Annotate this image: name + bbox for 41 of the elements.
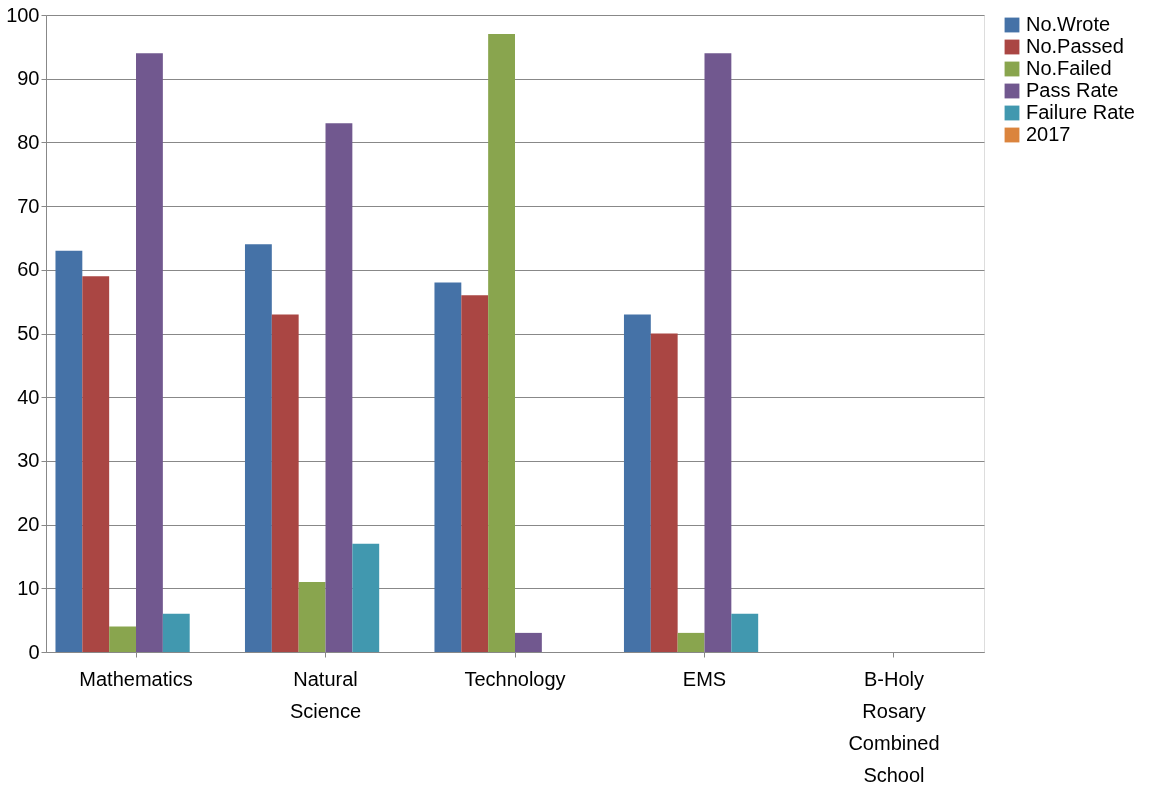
y-tick-label: 90	[17, 67, 40, 90]
legend-label: No.Wrote	[1026, 13, 1111, 35]
legend-label: 2017	[1026, 123, 1071, 145]
y-tick-label: 0	[28, 640, 40, 663]
bar	[650, 333, 678, 652]
bar	[325, 123, 353, 652]
bar	[55, 250, 83, 652]
bar	[82, 276, 110, 652]
y-tick-label: 80	[17, 130, 40, 153]
x-tick-label: Mathematics	[79, 667, 193, 690]
bar	[461, 295, 489, 652]
bar	[298, 581, 326, 652]
bar	[352, 543, 380, 652]
bar	[515, 632, 542, 652]
y-tick-label: 20	[17, 513, 40, 536]
bar	[623, 314, 651, 652]
y-tick-label: 50	[17, 322, 40, 344]
y-tick-label: 10	[17, 576, 40, 599]
bar	[488, 34, 515, 652]
bar	[271, 314, 299, 652]
bar	[704, 53, 732, 652]
bar	[731, 613, 759, 652]
bar	[244, 244, 272, 652]
bar	[434, 282, 462, 652]
legend-label: No.Failed	[1026, 57, 1112, 79]
bar	[109, 626, 137, 652]
y-tick-label: 40	[17, 385, 40, 408]
bar	[677, 632, 705, 652]
legend-label: Failure Rate	[1026, 101, 1135, 123]
y-tick-label: 60	[17, 258, 40, 281]
y-tick-label: 70	[17, 194, 40, 217]
y-tick-label: 100	[6, 3, 40, 26]
y-tick-label: 30	[17, 449, 40, 472]
x-tick-label: Natural Science	[289, 667, 362, 722]
bar	[136, 53, 163, 652]
x-tick-label: Technology	[464, 667, 566, 690]
legend-label: Pass Rate	[1026, 79, 1119, 101]
legend-label: No.Passed	[1026, 35, 1124, 57]
x-tick-label: B-Holy Rosary Combined School	[848, 667, 940, 786]
x-tick-label: EMS	[682, 667, 727, 690]
bar	[162, 613, 190, 652]
